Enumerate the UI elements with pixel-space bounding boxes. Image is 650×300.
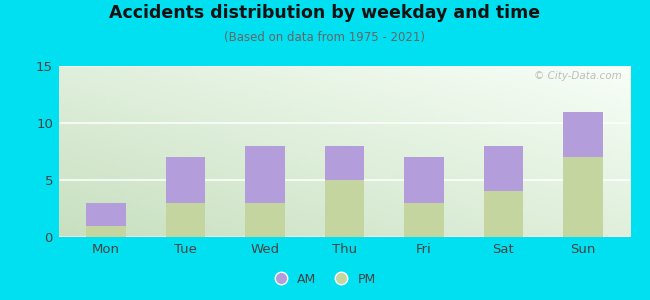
Bar — [166, 157, 205, 203]
Bar — [245, 146, 285, 203]
Bar — [484, 146, 523, 191]
Text: Accidents distribution by weekday and time: Accidents distribution by weekday and ti… — [109, 4, 541, 22]
Bar — [324, 146, 365, 180]
Bar — [404, 157, 444, 203]
Text: © City-Data.com: © City-Data.com — [534, 71, 622, 81]
Legend: AM, PM: AM, PM — [269, 268, 381, 291]
Bar — [563, 112, 603, 157]
Bar — [245, 203, 285, 237]
Bar — [86, 203, 126, 226]
Bar — [324, 180, 365, 237]
Text: (Based on data from 1975 - 2021): (Based on data from 1975 - 2021) — [224, 32, 426, 44]
Bar — [86, 226, 126, 237]
Bar — [484, 191, 523, 237]
Bar — [404, 203, 444, 237]
Bar — [166, 203, 205, 237]
Bar — [563, 157, 603, 237]
